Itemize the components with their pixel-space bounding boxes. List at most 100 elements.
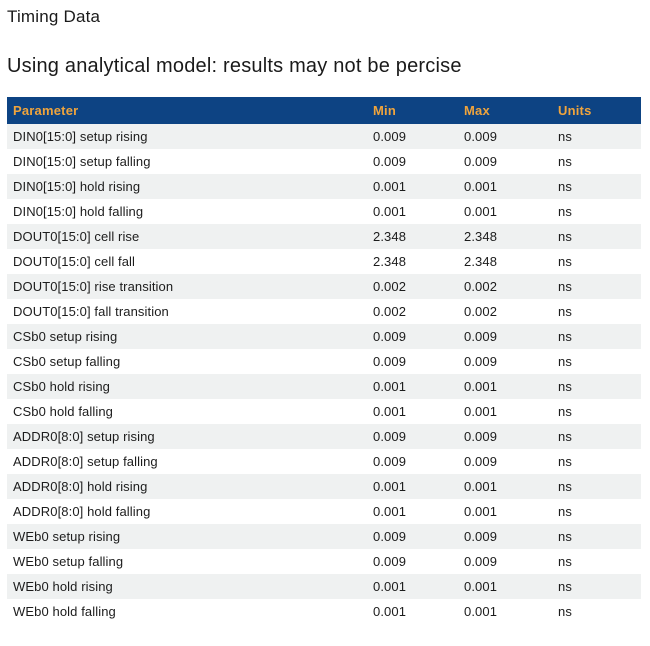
min-cell: 2.348 [367,224,458,249]
units-cell: ns [552,524,641,549]
table-row: WEb0 hold falling 0.001 0.001 ns [7,599,641,624]
parameter-cell: DOUT0[15:0] fall transition [7,299,367,324]
parameter-cell: ADDR0[8:0] setup falling [7,449,367,474]
min-cell: 0.001 [367,474,458,499]
table-row: WEb0 hold rising 0.001 0.001 ns [7,574,641,599]
parameter-cell: WEb0 setup falling [7,549,367,574]
units-cell: ns [552,374,641,399]
max-cell: 0.001 [458,474,552,499]
table-row: DOUT0[15:0] rise transition 0.002 0.002 ns [7,274,641,299]
units-cell: ns [552,299,641,324]
units-cell: ns [552,399,641,424]
max-cell: 0.001 [458,499,552,524]
parameter-cell: ADDR0[8:0] hold rising [7,474,367,499]
parameter-cell: CSb0 setup rising [7,324,367,349]
table-row: WEb0 setup rising 0.009 0.009 ns [7,524,641,549]
units-cell: ns [552,349,641,374]
table-row: ADDR0[8:0] setup rising 0.009 0.009 ns [7,424,641,449]
table-row: CSb0 setup rising 0.009 0.009 ns [7,324,641,349]
max-cell: 0.009 [458,524,552,549]
min-cell: 0.001 [367,199,458,224]
column-header-units: Units [552,97,641,124]
min-cell: 0.001 [367,499,458,524]
max-cell: 0.009 [458,324,552,349]
table-row: CSb0 hold falling 0.001 0.001 ns [7,399,641,424]
min-cell: 0.001 [367,599,458,624]
parameter-cell: DIN0[15:0] hold rising [7,174,367,199]
column-header-max: Max [458,97,552,124]
max-cell: 2.348 [458,224,552,249]
units-cell: ns [552,474,641,499]
max-cell: 0.009 [458,424,552,449]
units-cell: ns [552,249,641,274]
max-cell: 0.001 [458,599,552,624]
min-cell: 0.009 [367,549,458,574]
min-cell: 0.009 [367,349,458,374]
column-header-min: Min [367,97,458,124]
units-cell: ns [552,274,641,299]
table-header-row: Parameter Min Max Units [7,97,641,124]
timing-data-table: Parameter Min Max Units DIN0[15:0] setup… [7,97,641,624]
parameter-cell: DOUT0[15:0] cell fall [7,249,367,274]
min-cell: 0.002 [367,299,458,324]
max-cell: 0.001 [458,399,552,424]
table-row: DIN0[15:0] hold falling 0.001 0.001 ns [7,199,641,224]
parameter-cell: DIN0[15:0] setup falling [7,149,367,174]
max-cell: 0.009 [458,149,552,174]
parameter-cell: WEb0 hold falling [7,599,367,624]
page-subtitle: Using analytical model: results may not … [7,55,462,77]
page-title: Timing Data [7,7,101,26]
max-cell: 0.001 [458,374,552,399]
table-row: DIN0[15:0] setup falling 0.009 0.009 ns [7,149,641,174]
min-cell: 0.009 [367,424,458,449]
min-cell: 0.002 [367,274,458,299]
table-row: DOUT0[15:0] cell rise 2.348 2.348 ns [7,224,641,249]
parameter-cell: DOUT0[15:0] rise transition [7,274,367,299]
parameter-cell: CSb0 hold falling [7,399,367,424]
parameter-cell: DIN0[15:0] hold falling [7,199,367,224]
units-cell: ns [552,424,641,449]
table-row: DIN0[15:0] hold rising 0.001 0.001 ns [7,174,641,199]
parameter-cell: DIN0[15:0] setup rising [7,124,367,149]
units-cell: ns [552,499,641,524]
units-cell: ns [552,199,641,224]
table-body: DIN0[15:0] setup rising 0.009 0.009 ns DIN0[… [7,124,641,624]
table-row: DIN0[15:0] setup rising 0.009 0.009 ns [7,124,641,149]
max-cell: 0.001 [458,174,552,199]
max-cell: 0.001 [458,199,552,224]
min-cell: 0.009 [367,449,458,474]
max-cell: 0.001 [458,574,552,599]
units-cell: ns [552,324,641,349]
column-header-parameter: Parameter [7,97,367,124]
min-cell: 0.001 [367,374,458,399]
parameter-cell: ADDR0[8:0] hold falling [7,499,367,524]
units-cell: ns [552,574,641,599]
min-cell: 2.348 [367,249,458,274]
min-cell: 0.009 [367,324,458,349]
units-cell: ns [552,224,641,249]
parameter-cell: WEb0 setup rising [7,524,367,549]
units-cell: ns [552,449,641,474]
min-cell: 0.001 [367,174,458,199]
max-cell: 0.009 [458,349,552,374]
parameter-cell: DOUT0[15:0] cell rise [7,224,367,249]
max-cell: 0.002 [458,299,552,324]
table-row: CSb0 setup falling 0.009 0.009 ns [7,349,641,374]
parameter-cell: ADDR0[8:0] setup rising [7,424,367,449]
min-cell: 0.001 [367,399,458,424]
table-row: CSb0 hold rising 0.001 0.001 ns [7,374,641,399]
units-cell: ns [552,149,641,174]
table-row: ADDR0[8:0] hold falling 0.001 0.001 ns [7,499,641,524]
units-cell: ns [552,549,641,574]
min-cell: 0.001 [367,574,458,599]
min-cell: 0.009 [367,149,458,174]
min-cell: 0.009 [367,124,458,149]
units-cell: ns [552,599,641,624]
table-row: ADDR0[8:0] setup falling 0.009 0.009 ns [7,449,641,474]
table-row: DOUT0[15:0] fall transition 0.002 0.002 ns [7,299,641,324]
max-cell: 0.009 [458,549,552,574]
max-cell: 0.002 [458,274,552,299]
table-row: ADDR0[8:0] hold rising 0.001 0.001 ns [7,474,641,499]
units-cell: ns [552,174,641,199]
